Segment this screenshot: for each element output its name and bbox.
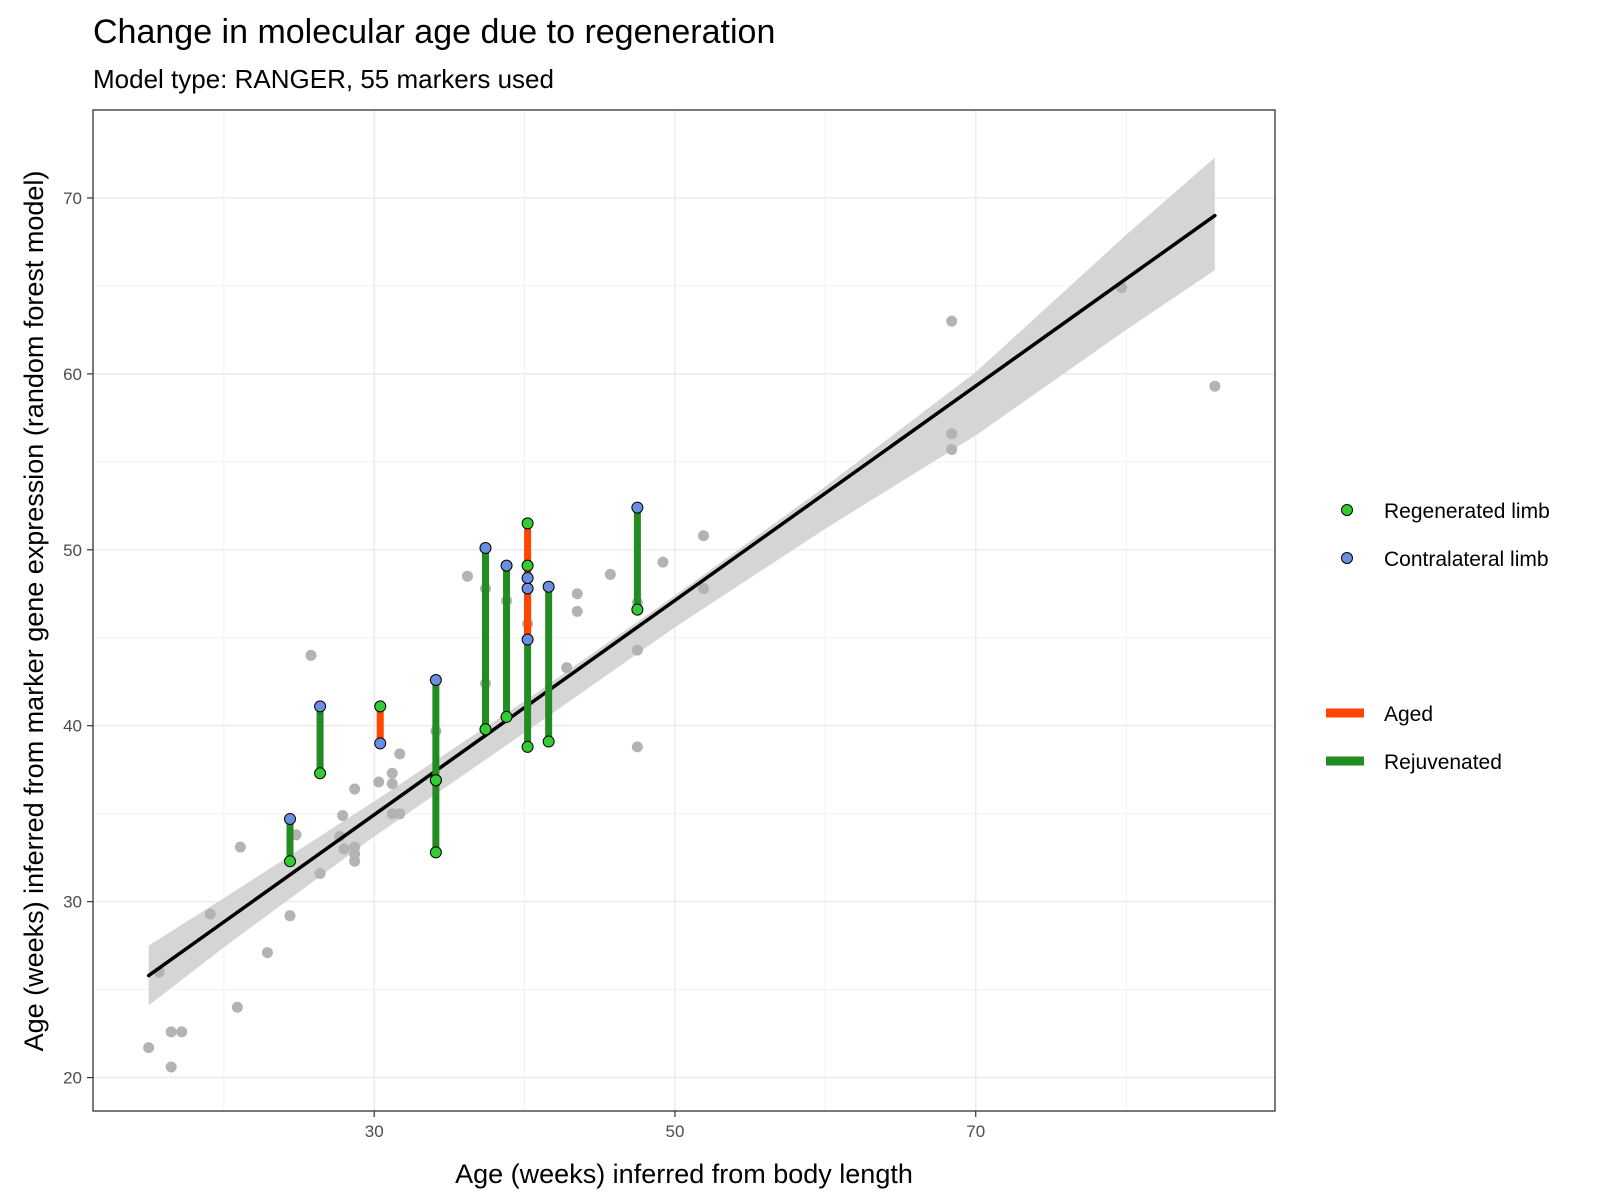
regenerated-point (521, 740, 534, 753)
panel-border (92, 109, 1276, 1112)
regenerated-point (479, 723, 492, 736)
chart-subtitle: Model type: RANGER, 55 markers used (93, 64, 554, 94)
fit-line-layer (146, 213, 1217, 978)
background-points (143, 282, 1221, 1073)
background-point (165, 1026, 177, 1038)
x-tick-label: 50 (666, 1122, 685, 1141)
background-point (143, 1042, 155, 1054)
background-point (314, 868, 326, 880)
background-point (631, 741, 643, 753)
background-point (204, 908, 216, 920)
background-point (461, 570, 473, 582)
legend-label-contralateral: Contralateral limb (1384, 548, 1549, 571)
regenerated-point (374, 700, 387, 713)
background-point (571, 605, 583, 617)
confidence-band (148, 157, 1215, 1006)
contralateral-point (542, 580, 555, 593)
y-tick-label: 60 (63, 365, 82, 384)
x-tick-label: 30 (365, 1122, 384, 1141)
confidence-band-layer (148, 157, 1215, 1006)
x-axis-ticks: 30 50 70 (365, 1111, 985, 1141)
background-point (561, 662, 573, 674)
legend-label-rejuvenated: Rejuvenated (1384, 751, 1502, 774)
background-point (386, 778, 398, 790)
background-point (946, 428, 958, 440)
y-tick-label: 20 (63, 1069, 82, 1088)
pair-points (284, 501, 644, 868)
contralateral-point (479, 542, 492, 555)
contralateral-point (429, 673, 442, 686)
regenerated-point (500, 710, 513, 723)
background-point (946, 315, 958, 327)
background-point (657, 556, 669, 568)
background-point (234, 841, 246, 853)
contralateral-point (521, 582, 534, 595)
regenerated-point (284, 855, 296, 868)
contralateral-point (521, 571, 534, 584)
regenerated-point (521, 517, 534, 530)
legend-label-regenerated: Regenerated limb (1384, 500, 1550, 523)
background-point (165, 1061, 177, 1073)
background-point (231, 1001, 243, 1013)
legend-label-aged: Aged (1384, 703, 1433, 726)
contralateral-point (314, 700, 327, 713)
background-point (394, 808, 406, 820)
y-tick-label: 30 (63, 893, 82, 912)
regenerated-point (429, 774, 442, 787)
legend: Regenerated limb Contralateral limb Aged… (1326, 500, 1550, 774)
background-point (305, 649, 317, 661)
background-point (284, 910, 296, 922)
background-point (394, 748, 406, 760)
regenerated-point (314, 767, 327, 780)
regenerated-point (542, 735, 555, 748)
background-point (373, 776, 385, 788)
y-tick-label: 70 (63, 189, 82, 208)
legend-key-contralateral (1341, 552, 1353, 564)
x-axis-title: Age (weeks) inferred from body length (455, 1159, 913, 1189)
background-point (386, 808, 398, 820)
background-point (698, 583, 710, 595)
contralateral-point (374, 737, 387, 750)
contralateral-point (631, 501, 644, 514)
regenerated-point (521, 559, 534, 572)
y-axis-ticks: 20 30 40 50 60 70 (63, 189, 93, 1088)
background-point (349, 783, 361, 795)
background-point (349, 855, 361, 867)
background-point (338, 843, 350, 855)
y-axis-title: Age (weeks) inferred from marker gene ex… (19, 171, 49, 1052)
background-point (631, 644, 643, 656)
regenerated-point (429, 846, 442, 859)
background-point (571, 588, 583, 600)
background-point (1209, 380, 1221, 392)
fit-line (146, 213, 1217, 978)
background-point (946, 444, 958, 456)
grid-major (93, 110, 1275, 1111)
background-point (337, 809, 349, 821)
background-point (261, 947, 273, 959)
background-point (604, 568, 616, 580)
y-tick-label: 50 (63, 541, 82, 560)
background-point (698, 530, 710, 542)
contralateral-point (521, 633, 534, 646)
background-point (386, 767, 398, 779)
background-point (176, 1026, 188, 1038)
chart-title: Change in molecular age due to regenerat… (93, 13, 775, 51)
x-tick-label: 70 (966, 1122, 985, 1141)
legend-key-regenerated (1341, 504, 1353, 516)
contralateral-point (500, 559, 513, 572)
y-tick-label: 40 (63, 717, 82, 736)
regenerated-point (631, 603, 644, 616)
contralateral-point (284, 812, 296, 825)
